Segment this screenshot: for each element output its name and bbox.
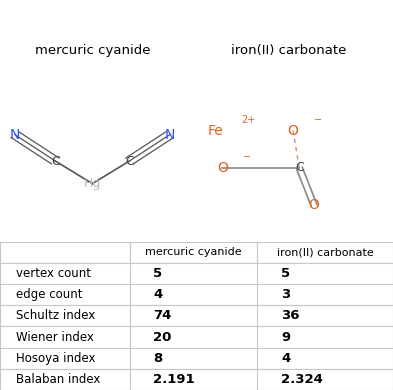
Bar: [0, 263, 130, 284]
Text: Fe: Fe: [208, 124, 224, 138]
Text: O: O: [217, 161, 228, 175]
Bar: [257, 347, 393, 369]
Text: −: −: [314, 115, 322, 125]
Text: 5: 5: [153, 267, 162, 280]
Bar: [0, 305, 130, 326]
Text: N: N: [9, 128, 20, 142]
Text: 36: 36: [281, 309, 299, 323]
Text: 5: 5: [281, 267, 290, 280]
Bar: [0, 347, 130, 369]
Text: edge count: edge count: [16, 288, 82, 301]
Bar: [130, 326, 257, 347]
Bar: [130, 347, 257, 369]
Text: C: C: [51, 154, 60, 168]
Text: 9: 9: [281, 331, 290, 344]
Bar: [257, 263, 393, 284]
Text: O: O: [309, 198, 319, 212]
Text: mercuric cyanide: mercuric cyanide: [35, 44, 150, 57]
Text: 3: 3: [281, 288, 290, 301]
Text: 20: 20: [153, 331, 172, 344]
Text: 74: 74: [153, 309, 172, 323]
Text: iron(II) carbonate: iron(II) carbonate: [277, 247, 374, 257]
Bar: [0, 242, 130, 263]
Text: 4: 4: [153, 288, 163, 301]
Bar: [257, 305, 393, 326]
Text: O: O: [288, 124, 298, 138]
Bar: [257, 326, 393, 347]
Text: 4: 4: [281, 352, 290, 365]
Text: C: C: [125, 154, 134, 168]
Text: Hosoya index: Hosoya index: [16, 352, 95, 365]
Text: mercuric cyanide: mercuric cyanide: [145, 247, 242, 257]
Text: Wiener index: Wiener index: [16, 331, 94, 344]
Text: 2.191: 2.191: [153, 373, 195, 386]
Text: Hg: Hg: [84, 177, 101, 190]
Bar: [0, 284, 130, 305]
Text: N: N: [165, 128, 175, 142]
Text: −: −: [243, 152, 251, 162]
Text: 8: 8: [153, 352, 163, 365]
Bar: [0, 369, 130, 390]
Bar: [130, 369, 257, 390]
Text: C: C: [295, 161, 304, 174]
Bar: [130, 284, 257, 305]
Bar: [130, 242, 257, 263]
Bar: [130, 263, 257, 284]
Text: 2+: 2+: [241, 115, 255, 125]
Bar: [257, 369, 393, 390]
Bar: [257, 284, 393, 305]
Bar: [257, 242, 393, 263]
Text: vertex count: vertex count: [16, 267, 91, 280]
Text: iron(II) carbonate: iron(II) carbonate: [231, 44, 347, 57]
Text: Schultz index: Schultz index: [16, 309, 95, 323]
Text: Balaban index: Balaban index: [16, 373, 100, 386]
Bar: [130, 305, 257, 326]
Text: 2.324: 2.324: [281, 373, 323, 386]
Bar: [0, 326, 130, 347]
